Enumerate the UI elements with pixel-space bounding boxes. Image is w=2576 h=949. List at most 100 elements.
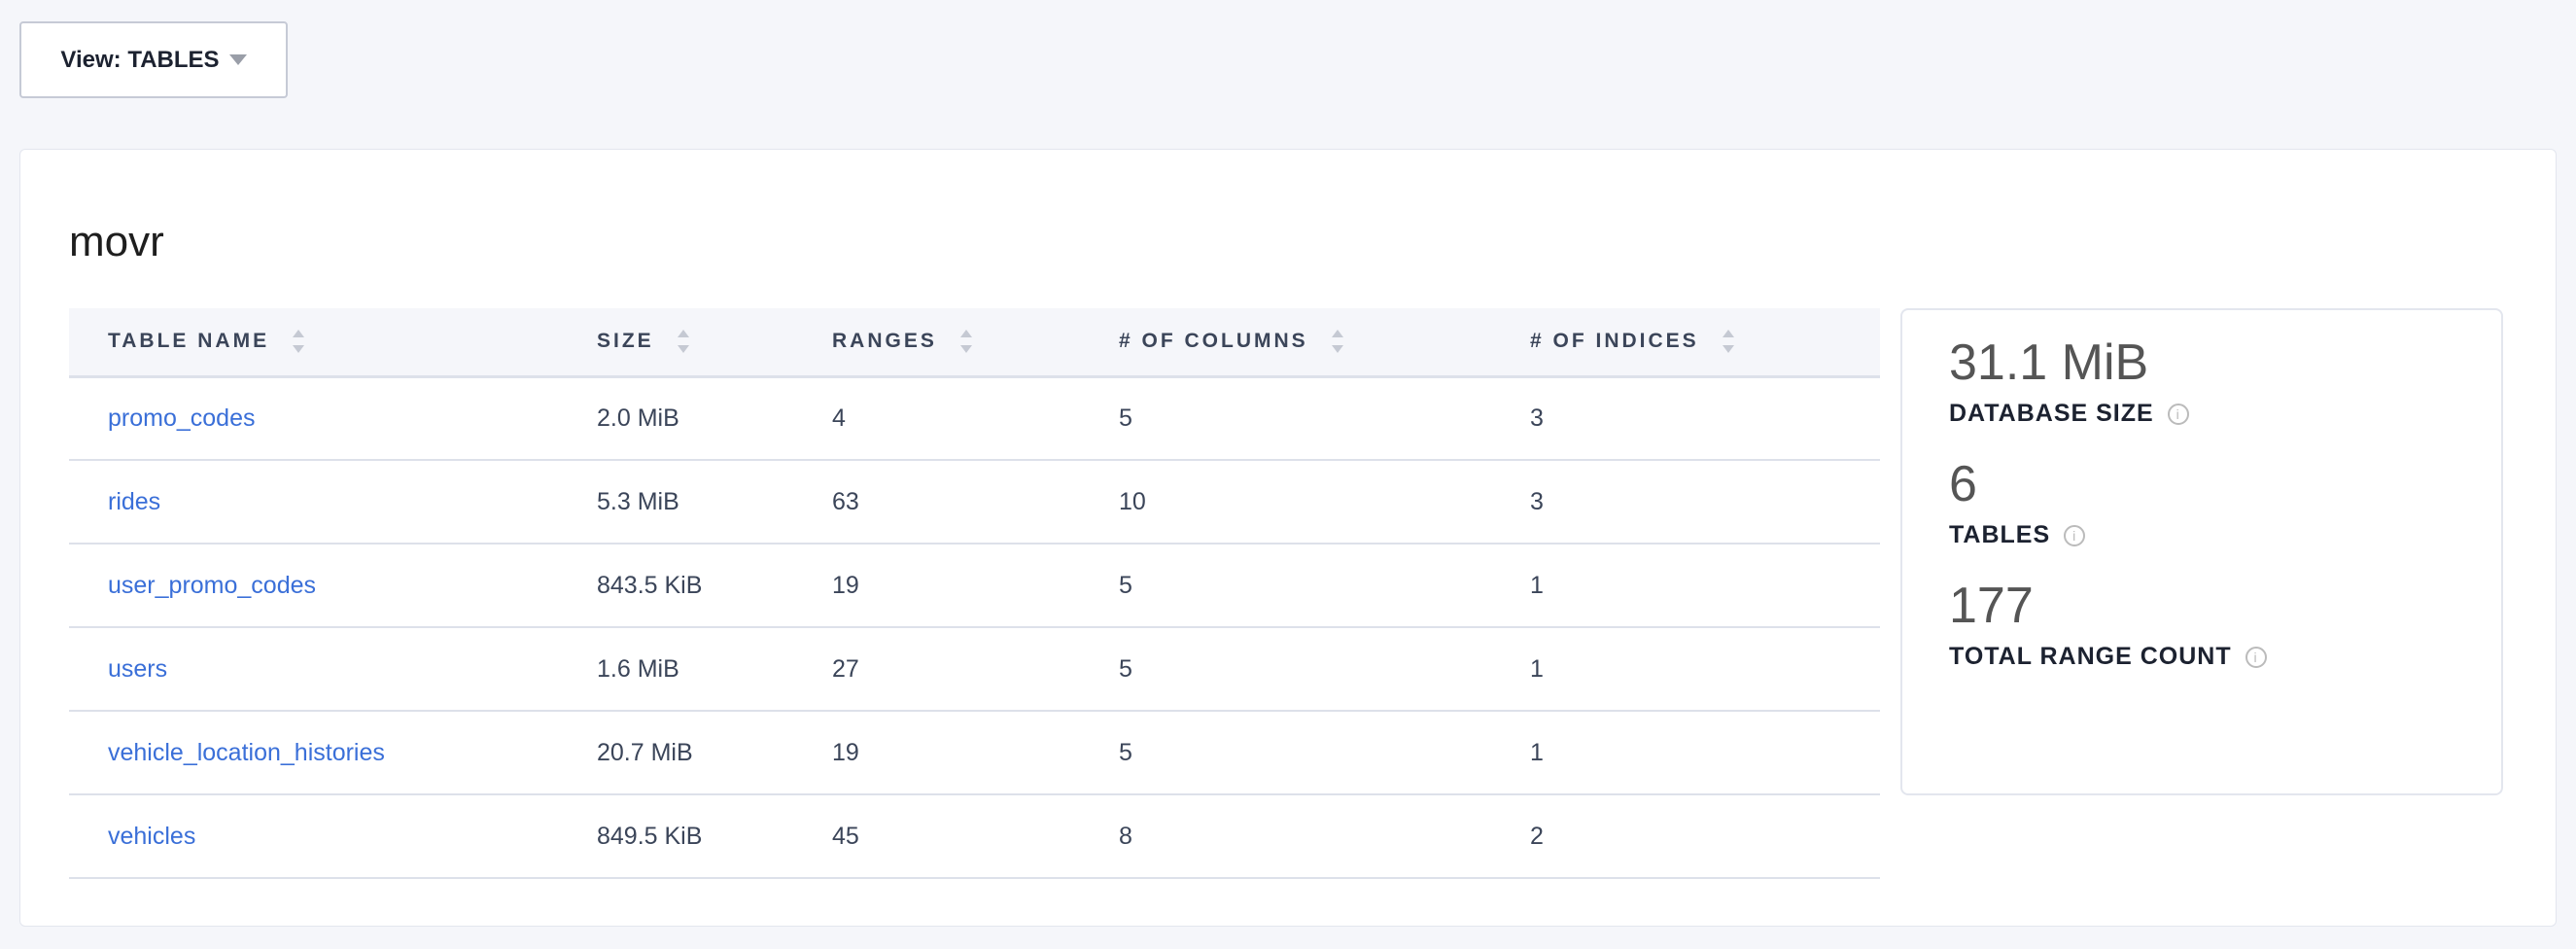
column-header[interactable]: SIZE [597,308,832,378]
view-dropdown-label: View: TABLES [60,46,220,73]
stat-label-text: TOTAL RANGE COUNT [1949,643,2232,670]
table-cell: 5 [1119,544,1530,628]
cell-value: 849.5 KiB [597,822,703,850]
cell-value: 63 [832,487,859,515]
table-cell: rides [69,460,597,545]
table-cell: user_promo_codes [69,544,597,628]
tables-table: TABLE NAME SIZE RANGES # OF COLUMNS # OF IND… [69,308,1880,879]
table-row: vehicles 849.5 KiB 45 8 2 [69,794,1880,879]
table-cell: 27 [832,627,1119,712]
table-row: vehicle_location_histories 20.7 MiB 19 5 1 [69,711,1880,795]
cell-value: 45 [832,822,859,850]
table-name-link[interactable]: rides [108,487,161,515]
info-icon[interactable]: i [2064,524,2086,546]
database-card: movr TABLE NAME SIZE RANGES # OF COLUMNS # O… [19,149,2557,927]
table-cell: 2.0 MiB [597,376,832,461]
table-cell: users [69,627,597,712]
sort-icon[interactable] [293,330,305,354]
cell-value: 5.3 MiB [597,487,679,515]
table-row: promo_codes 2.0 MiB 4 5 3 [69,376,1880,461]
cell-value: 3 [1530,487,1544,515]
table-name-link[interactable]: vehicles [108,822,196,850]
table-cell: 63 [832,460,1119,545]
table-cell: 45 [832,794,1119,879]
cell-value: 1 [1530,571,1544,599]
cell-value: 1.6 MiB [597,654,679,683]
stat-label: DATABASE SIZE i [1949,400,2501,428]
cell-value: 10 [1119,487,1146,515]
column-header-label: SIZE [597,330,654,353]
table-cell: 5 [1119,711,1530,795]
table-cell: 4 [832,376,1119,461]
table-cell: 8 [1119,794,1530,879]
cell-value: 19 [832,738,859,766]
cell-value: 2.0 MiB [597,404,679,432]
column-header[interactable]: RANGES [832,308,1119,378]
cell-value: 27 [832,654,859,683]
column-header[interactable]: # OF INDICES [1530,308,1880,378]
stat-label-text: TABLES [1949,521,2051,548]
table-name-link[interactable]: user_promo_codes [108,571,317,599]
cell-value: 1 [1530,654,1544,683]
table-cell: 849.5 KiB [597,794,832,879]
cell-value: 843.5 KiB [597,571,703,599]
column-header-label: # OF COLUMNS [1119,330,1308,353]
sort-icon[interactable] [1331,330,1343,354]
cell-value: 5 [1119,654,1132,683]
table-name-link[interactable]: promo_codes [108,404,256,432]
table-cell: 3 [1530,460,1880,545]
column-header[interactable]: # OF COLUMNS [1119,308,1530,378]
table-cell: vehicles [69,794,597,879]
table-cell: 2 [1530,794,1880,879]
cell-value: 5 [1119,738,1132,766]
table-cell: 1.6 MiB [597,627,832,712]
table-row: users 1.6 MiB 27 5 1 [69,627,1880,712]
table-cell: 5 [1119,627,1530,712]
view-dropdown[interactable]: View: TABLES [19,21,288,98]
sort-icon[interactable] [677,330,689,354]
table-cell: 3 [1530,376,1880,461]
cell-value: 5 [1119,571,1132,599]
table-row: rides 5.3 MiB 63 10 3 [69,460,1880,545]
table-cell: 19 [832,711,1119,795]
sort-icon[interactable] [959,330,972,354]
info-icon[interactable]: i [2167,403,2189,425]
table-cell: 5.3 MiB [597,460,832,545]
database-title: movr [69,218,164,265]
stat-value: 177 [1949,578,2034,634]
stat-label: TABLES i [1949,521,2501,549]
cell-value: 5 [1119,404,1132,432]
info-icon[interactable]: i [2245,646,2267,668]
table-cell: 5 [1119,376,1530,461]
stat-value: 31.1 MiB [1949,334,2149,391]
sort-icon[interactable] [1722,330,1734,354]
table-name-link[interactable]: users [108,654,168,683]
cell-value: 4 [832,404,846,432]
column-header-label: RANGES [832,330,937,353]
table-cell: promo_codes [69,376,597,461]
cell-value: 8 [1119,822,1132,850]
cell-value: 2 [1530,822,1544,850]
cell-value: 3 [1530,404,1544,432]
table-cell: 843.5 KiB [597,544,832,628]
table-cell: vehicle_location_histories [69,711,597,795]
database-summary: 31.1 MiB DATABASE SIZE i 6 TABLES i 177 TOTAL R… [1900,308,2503,795]
table-cell: 20.7 MiB [597,711,832,795]
cell-value: 1 [1530,738,1544,766]
column-header-label: TABLE NAME [108,330,270,353]
stat-label: TOTAL RANGE COUNT i [1949,643,2501,671]
cell-value: 20.7 MiB [597,738,693,766]
stat-value: 6 [1949,456,1977,512]
column-header-label: # OF INDICES [1530,330,1699,353]
column-header[interactable]: TABLE NAME [69,308,597,378]
stat-label-text: DATABASE SIZE [1949,400,2154,427]
table-cell: 1 [1530,544,1880,628]
table-row: user_promo_codes 843.5 KiB 19 5 1 [69,544,1880,628]
caret-down-icon [228,54,247,65]
table-cell: 1 [1530,711,1880,795]
table-name-link[interactable]: vehicle_location_histories [108,738,385,766]
cell-value: 19 [832,571,859,599]
table-cell: 10 [1119,460,1530,545]
table-cell: 19 [832,544,1119,628]
table-cell: 1 [1530,627,1880,712]
